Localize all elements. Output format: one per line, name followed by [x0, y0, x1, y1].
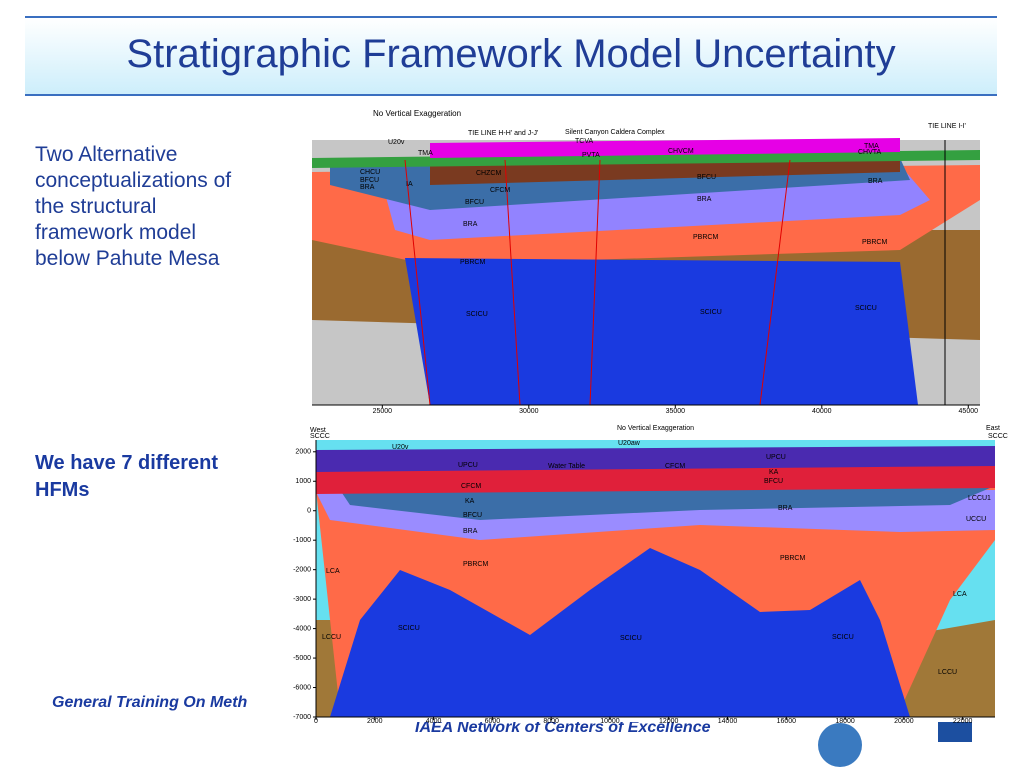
y-tick-label: -1000	[293, 537, 311, 544]
x-tick-label: 35000	[666, 408, 686, 415]
y-tick-label: -2000	[293, 567, 311, 574]
unit-label: BRA	[697, 196, 712, 203]
y-tick-label: -7000	[293, 714, 311, 721]
unit-label: TCVA	[575, 138, 593, 145]
unit-label: Silent Canyon Caldera Complex	[565, 129, 665, 136]
unit-label: CFCM	[461, 483, 481, 490]
unit-label: UPCU	[766, 454, 786, 461]
unit-label: CFCM	[490, 187, 510, 194]
x-tick-label: 14000	[718, 718, 738, 725]
unit-label: BFCU	[465, 199, 484, 206]
logo	[818, 722, 972, 767]
unit-label: BFCU	[697, 174, 716, 181]
y-tick-label: -4000	[293, 625, 311, 632]
unit-label: BRA	[360, 184, 375, 191]
unit-label: LCA	[953, 591, 967, 598]
cross-section-2: No Vertical Exaggeration 0 2000 4000 6000 800…	[283, 420, 1008, 725]
unit-label: PBRCM	[862, 239, 887, 246]
unit-label: U20v	[388, 139, 405, 146]
unit-label: PBRCM	[780, 555, 805, 562]
unit-label: PBRCM	[460, 259, 485, 266]
unit-label: SCICU	[832, 634, 854, 641]
unit-label: BFCU	[764, 478, 783, 485]
y-tick-label: -3000	[293, 596, 311, 603]
y-tick-label: 1000	[295, 478, 311, 485]
unit-label: PVTA	[582, 152, 600, 159]
x-tick-label: 0	[314, 718, 318, 725]
x-tick-label: 30000	[519, 408, 539, 415]
unit-label: BRA	[868, 178, 883, 185]
cross-section-1: No Vertical Exaggeration 25000 30000 35000 4…	[310, 100, 982, 416]
y-tick-label: -6000	[293, 684, 311, 691]
unit-label: PBRCM	[463, 561, 488, 568]
figure-title: No Vertical Exaggeration	[617, 425, 694, 432]
unit-label: BRA	[778, 505, 793, 512]
unit-label: CHCU	[360, 169, 380, 176]
unit-label: SCICU	[466, 311, 488, 318]
unit-label: SCCC	[310, 433, 330, 440]
unit-label: UPCU	[458, 462, 478, 469]
unit-label: CFCM	[665, 463, 685, 470]
unit-label: CHVTA	[858, 149, 882, 156]
unit-label: IA	[406, 181, 413, 188]
figure-title: No Vertical Exaggeration	[373, 109, 461, 118]
x-tick-label: 4000	[426, 718, 442, 725]
x-tick-label: 20000	[894, 718, 914, 725]
unit-label: SCICU	[398, 625, 420, 632]
y-tick-label: 2000	[295, 449, 311, 456]
unit-label: CHVCM	[668, 148, 694, 155]
unit-label: BRA	[463, 221, 478, 228]
unit-label: TMA	[864, 143, 879, 150]
unit-label: UCCU	[966, 516, 986, 523]
x-tick-label: 40000	[812, 408, 832, 415]
x-tick-label: 6000	[485, 718, 501, 725]
unit-label: CHZCM	[476, 170, 501, 177]
y-tick-label: -5000	[293, 655, 311, 662]
unit-label: BRA	[463, 528, 478, 535]
unit-label: TIE LINE H-H' and J-J'	[468, 130, 538, 137]
slide-title: Stratigraphic Framework Model Uncertaint…	[126, 32, 896, 76]
unit-label: U20v	[392, 444, 409, 451]
x-tick-label: 45000	[959, 408, 979, 415]
x-tick-label: 10000	[600, 718, 620, 725]
unit-label: TIE LINE I-I'	[928, 123, 966, 130]
x-tick-label: 8000	[543, 718, 559, 725]
unit-label: SCICU	[855, 305, 877, 312]
x-tick-label: 12000	[659, 718, 679, 725]
x-tick-label: 16000	[777, 718, 797, 725]
unit-label: LCCU	[938, 669, 957, 676]
x-tick-label: 25000	[373, 408, 393, 415]
unit-label: BFCU	[360, 177, 379, 184]
unit-label: SCCC	[988, 433, 1008, 440]
unit-label: LCA	[326, 568, 340, 575]
unit-label: SCICU	[620, 635, 642, 642]
unit-label: Water Table	[548, 463, 585, 470]
unit-label: BFCU	[463, 512, 482, 519]
x-tick-label: 18000	[835, 718, 855, 725]
footer-right: IAEA Network of Centers of Excellence	[415, 719, 711, 736]
unit-label: KA	[465, 498, 475, 505]
y-tick-label: 0	[307, 508, 311, 515]
unit-label: LCCU	[322, 634, 341, 641]
x-tick-label: 22000	[953, 718, 973, 725]
footer-left: General Training On Meth	[52, 694, 248, 711]
unit-label: U20aw	[618, 440, 641, 447]
unit-label: KA	[769, 469, 779, 476]
unit-label: LCCU1	[968, 495, 991, 502]
description-text: Two Alternative conceptualizations of th…	[35, 143, 232, 270]
x-tick-label: 2000	[367, 718, 383, 725]
unit-label: PBRCM	[693, 234, 718, 241]
unit-label: East	[986, 425, 1000, 432]
highlight-text: We have 7 different HFMs	[35, 452, 219, 501]
unit-label: TMA	[418, 150, 433, 157]
unit-label: West	[310, 427, 326, 434]
unit-label: SCICU	[700, 309, 722, 316]
header-band: Stratigraphic Framework Model Uncertaint…	[25, 16, 997, 96]
